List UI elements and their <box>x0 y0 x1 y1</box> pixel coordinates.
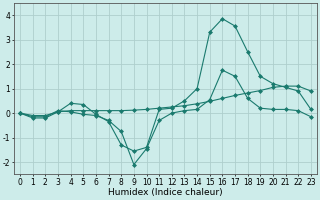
X-axis label: Humidex (Indice chaleur): Humidex (Indice chaleur) <box>108 188 223 197</box>
